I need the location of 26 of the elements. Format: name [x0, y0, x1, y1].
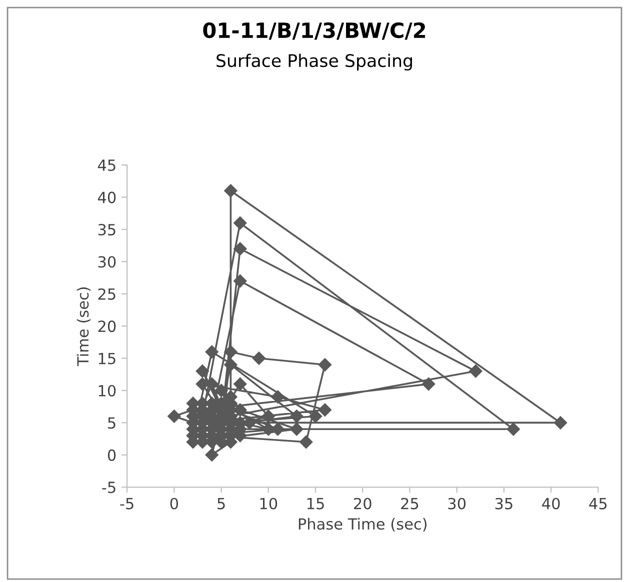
y-tick-label: 25: [98, 288, 116, 300]
x-tick-label: 5: [218, 498, 225, 510]
x-tick-label: 40: [542, 498, 560, 510]
x-tick-label: 45: [589, 498, 607, 510]
chart-title: 01-11/B/1/3/BW/C/2: [203, 22, 426, 40]
y-tick-label: 10: [98, 384, 116, 397]
y-tick-label: 45: [98, 160, 116, 172]
x-tick-label: 25: [401, 498, 418, 510]
y-tick-label: 0: [108, 449, 116, 461]
y-tick-label: 20: [98, 320, 116, 332]
y-tick-label: -5: [102, 482, 116, 494]
x-tick-label: 0: [170, 498, 178, 510]
y-tick-label: 35: [98, 224, 116, 236]
y-tick-label: 5: [108, 417, 116, 429]
y-axis-title: Time (sec): [76, 287, 90, 366]
y-tick-label: 30: [98, 256, 116, 268]
x-tick-label: 30: [448, 498, 466, 510]
y-tick-label: 40: [98, 192, 116, 204]
chart-subtitle: Surface Phase Spacing: [216, 54, 412, 71]
x-tick-label: 15: [307, 498, 324, 510]
x-tick-label: 10: [260, 498, 278, 510]
x-tick-label: 35: [495, 498, 512, 510]
y-tick-label: 15: [98, 352, 116, 364]
x-tick-label: 20: [354, 498, 372, 510]
x-axis-title: Phase Time (sec): [298, 518, 426, 532]
x-tick-label: -5: [120, 498, 134, 510]
